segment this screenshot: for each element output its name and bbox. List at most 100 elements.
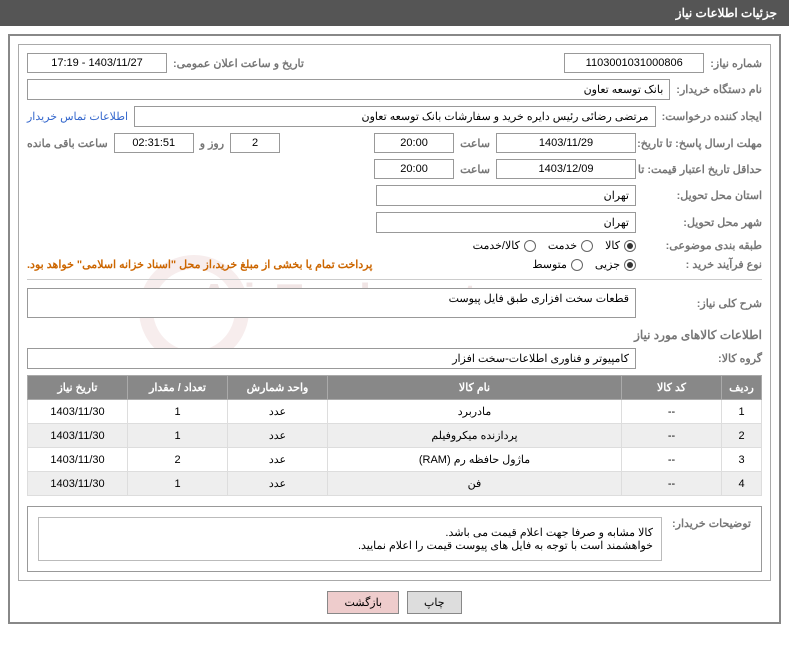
days-label: روز و <box>200 137 224 150</box>
cell-unit: عدد <box>228 472 328 496</box>
back-button[interactable]: بازگشت <box>327 591 399 614</box>
validity-date-value: 1403/12/09 <box>496 159 636 179</box>
need-number-value: 1103001031000806 <box>564 53 704 73</box>
requester-label: ایجاد کننده درخواست: <box>662 110 762 123</box>
radio-icon <box>624 259 636 271</box>
goods-table: ردیف کد کالا نام کالا واحد شمارش تعداد /… <box>27 375 762 496</box>
time-label-1: ساعت <box>460 137 490 150</box>
cell-date: 1403/11/30 <box>28 448 128 472</box>
cell-row: 4 <box>722 472 762 496</box>
row-buyer-org: نام دستگاه خریدار: بانک توسعه تعاون <box>27 79 762 100</box>
need-desc-value: قطعات سخت افزاری طبق فایل پیوست <box>27 288 636 318</box>
cell-row: 3 <box>722 448 762 472</box>
table-row: 4--فنعدد11403/11/30 <box>28 472 762 496</box>
th-name: نام کالا <box>328 376 622 400</box>
cell-name: مادربرد <box>328 400 622 424</box>
requester-value: مرتضی رضائی رئیس دایره خرید و سفارشات با… <box>134 106 656 127</box>
cell-name: پردازنده میکروفیلم <box>328 424 622 448</box>
goods-info-title: اطلاعات کالاهای مورد نیاز <box>27 328 762 342</box>
content-wrapper: AriaTender.net شماره نیاز: 1103001031000… <box>8 34 781 624</box>
validity-time-value: 20:00 <box>374 159 454 179</box>
buyer-notes-box: توضیحات خریدار: کالا مشابه و صرفا جهت اع… <box>27 506 762 572</box>
time-label-2: ساعت <box>460 163 490 176</box>
buyer-org-label: نام دستگاه خریدار: <box>676 83 762 96</box>
cell-qty: 2 <box>128 448 228 472</box>
cell-code: -- <box>622 424 722 448</box>
row-need-desc: شرح کلی نیاز: قطعات سخت افزاری طبق فایل … <box>27 288 762 318</box>
contact-buyer-link[interactable]: اطلاعات تماس خریدار <box>27 110 128 123</box>
row-category: طبقه بندی موضوعی: کالا خدمت کالا/خدمت <box>27 239 762 252</box>
radio-icon <box>524 240 536 252</box>
radio-service-label: خدمت <box>548 239 577 252</box>
city-value: تهران <box>376 212 636 233</box>
cell-name: فن <box>328 472 622 496</box>
goods-group-value: کامپیوتر و فناوری اطلاعات-سخت افزار <box>27 348 636 369</box>
cell-code: -- <box>622 448 722 472</box>
cell-date: 1403/11/30 <box>28 400 128 424</box>
treasury-note: پرداخت تمام یا بخشی از مبلغ خرید،از محل … <box>27 258 372 271</box>
table-row: 1--مادربردعدد11403/11/30 <box>28 400 762 424</box>
table-row: 3--ماژول حافظه رم (RAM)عدد21403/11/30 <box>28 448 762 472</box>
button-row: چاپ بازگشت <box>18 591 771 614</box>
cell-unit: عدد <box>228 424 328 448</box>
announce-label: تاریخ و ساعت اعلان عمومی: <box>173 57 304 70</box>
buyer-notes-line2: خواهشمند است با توجه به فایل های پیوست ق… <box>47 539 653 552</box>
radio-medium[interactable]: متوسط <box>532 258 583 271</box>
row-need-number: شماره نیاز: 1103001031000806 تاریخ و ساع… <box>27 53 762 73</box>
details-panel: AriaTender.net شماره نیاز: 1103001031000… <box>18 44 771 581</box>
province-label: استان محل تحویل: <box>642 189 762 202</box>
category-radio-group: کالا خدمت کالا/خدمت <box>473 239 636 252</box>
radio-partial-label: جزیی <box>595 258 620 271</box>
th-code: کد کالا <box>622 376 722 400</box>
response-deadline-label: مهلت ارسال پاسخ: تا تاریخ: <box>642 137 762 150</box>
buyer-notes-line1: کالا مشابه و صرفا جهت اعلام قیمت می باشد… <box>47 526 653 539</box>
cell-date: 1403/11/30 <box>28 472 128 496</box>
row-validity: حداقل تاریخ اعتبار قیمت: تا تاریخ: 1403/… <box>27 159 762 179</box>
cell-code: -- <box>622 400 722 424</box>
th-date: تاریخ نیاز <box>28 376 128 400</box>
cell-unit: عدد <box>228 400 328 424</box>
cell-code: -- <box>622 472 722 496</box>
category-label: طبقه بندی موضوعی: <box>642 239 762 252</box>
radio-service[interactable]: خدمت <box>548 239 593 252</box>
days-remaining-value: 2 <box>230 133 280 153</box>
row-response-deadline: مهلت ارسال پاسخ: تا تاریخ: 1403/11/29 سا… <box>27 133 762 153</box>
radio-icon <box>571 259 583 271</box>
radio-partial[interactable]: جزیی <box>595 258 636 271</box>
cell-date: 1403/11/30 <box>28 424 128 448</box>
cell-qty: 1 <box>128 472 228 496</box>
row-province: استان محل تحویل: تهران <box>27 185 762 206</box>
cell-qty: 1 <box>128 400 228 424</box>
table-row: 2--پردازنده میکروفیلمعدد11403/11/30 <box>28 424 762 448</box>
announce-value: 1403/11/27 - 17:19 <box>27 53 167 73</box>
response-time-value: 20:00 <box>374 133 454 153</box>
radio-goods[interactable]: کالا <box>605 239 636 252</box>
radio-goods-label: کالا <box>605 239 620 252</box>
th-unit: واحد شمارش <box>228 376 328 400</box>
need-number-label: شماره نیاز: <box>710 57 762 70</box>
process-label: نوع فرآیند خرید : <box>642 258 762 271</box>
validity-label: حداقل تاریخ اعتبار قیمت: تا تاریخ: <box>642 163 762 176</box>
radio-both[interactable]: کالا/خدمت <box>473 239 536 252</box>
need-desc-label: شرح کلی نیاز: <box>642 297 762 310</box>
process-radio-group: جزیی متوسط <box>532 258 636 271</box>
buyer-notes-label: توضیحات خریدار: <box>672 517 751 561</box>
hours-label: ساعت باقی مانده <box>27 137 108 150</box>
hours-remaining-value: 02:31:51 <box>114 133 194 153</box>
th-row: ردیف <box>722 376 762 400</box>
city-label: شهر محل تحویل: <box>642 216 762 229</box>
cell-name: ماژول حافظه رم (RAM) <box>328 448 622 472</box>
cell-qty: 1 <box>128 424 228 448</box>
page-header: جزئیات اطلاعات نیاز <box>0 0 789 26</box>
cell-unit: عدد <box>228 448 328 472</box>
response-date-value: 1403/11/29 <box>496 133 636 153</box>
row-requester: ایجاد کننده درخواست: مرتضی رضائی رئیس دا… <box>27 106 762 127</box>
buyer-org-value: بانک توسعه تعاون <box>27 79 670 100</box>
buyer-notes-content: کالا مشابه و صرفا جهت اعلام قیمت می باشد… <box>38 517 662 561</box>
print-button[interactable]: چاپ <box>407 591 462 614</box>
cell-row: 1 <box>722 400 762 424</box>
radio-icon <box>624 240 636 252</box>
radio-icon <box>581 240 593 252</box>
radio-both-label: کالا/خدمت <box>473 239 520 252</box>
radio-medium-label: متوسط <box>532 258 567 271</box>
